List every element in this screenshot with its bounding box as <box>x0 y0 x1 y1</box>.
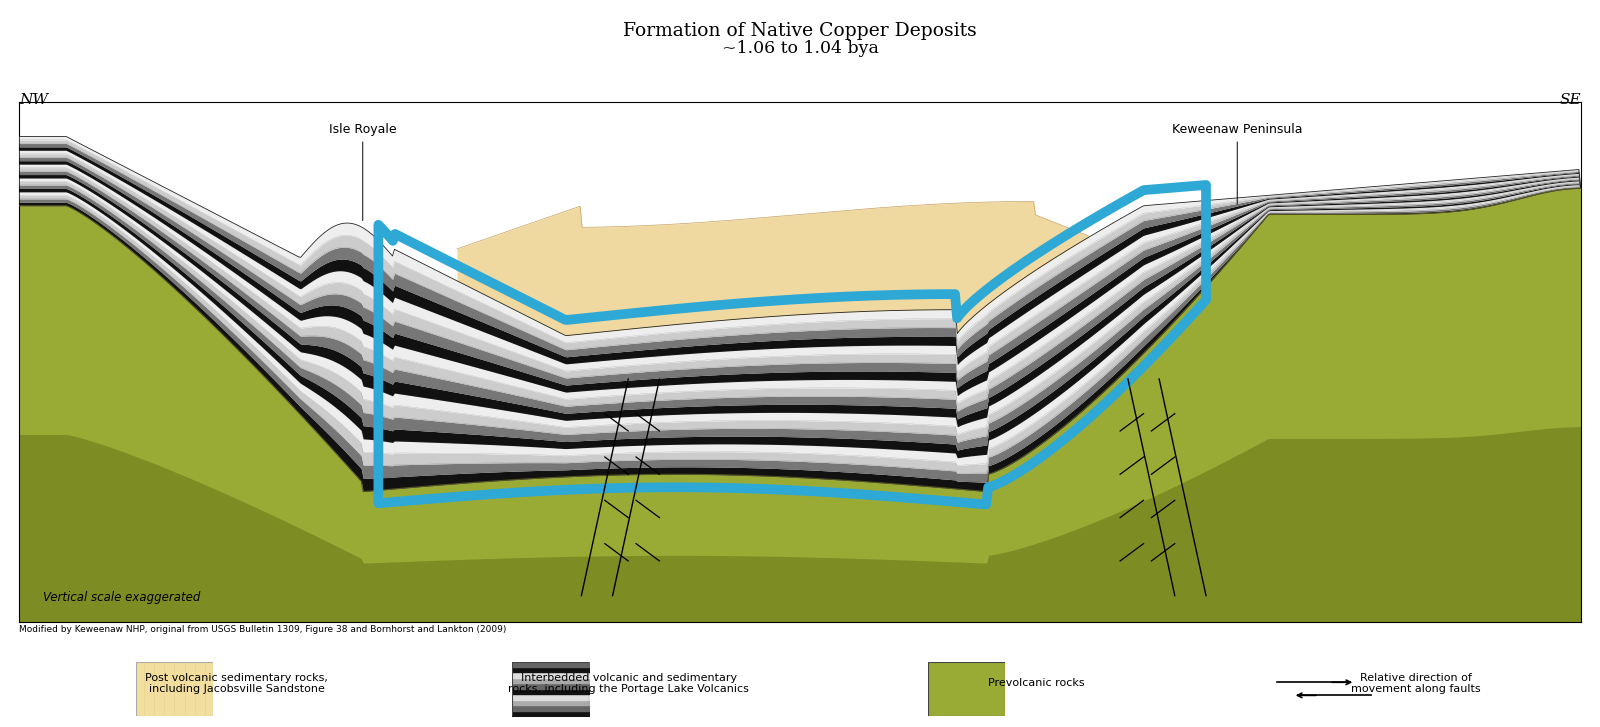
Text: Interbedded volcanic and sedimentary
rocks, including the Portage Lake Volcanics: Interbedded volcanic and sedimentary roc… <box>509 672 749 694</box>
Text: Keweenaw Peninsula: Keweenaw Peninsula <box>1171 124 1302 204</box>
Text: Isle Royale: Isle Royale <box>330 124 397 220</box>
Text: Prevolcanic rocks: Prevolcanic rocks <box>989 678 1085 688</box>
Text: Relative direction of
movement along faults: Relative direction of movement along fau… <box>1350 672 1482 694</box>
Text: NW: NW <box>19 93 48 108</box>
Text: Post volcanic sedimentary rocks,
including Jacobsville Sandstone: Post volcanic sedimentary rocks, includi… <box>146 672 328 694</box>
Text: Vertical scale exaggerated: Vertical scale exaggerated <box>43 591 200 604</box>
Text: SE: SE <box>1558 93 1581 108</box>
Text: Modified by Keweenaw NHP, original from USGS Bulletin 1309, Figure 38 and Bornho: Modified by Keweenaw NHP, original from … <box>19 625 507 634</box>
Text: ~1.06 to 1.04 bya: ~1.06 to 1.04 bya <box>722 40 878 57</box>
Text: Formation of Native Copper Deposits: Formation of Native Copper Deposits <box>622 22 978 40</box>
